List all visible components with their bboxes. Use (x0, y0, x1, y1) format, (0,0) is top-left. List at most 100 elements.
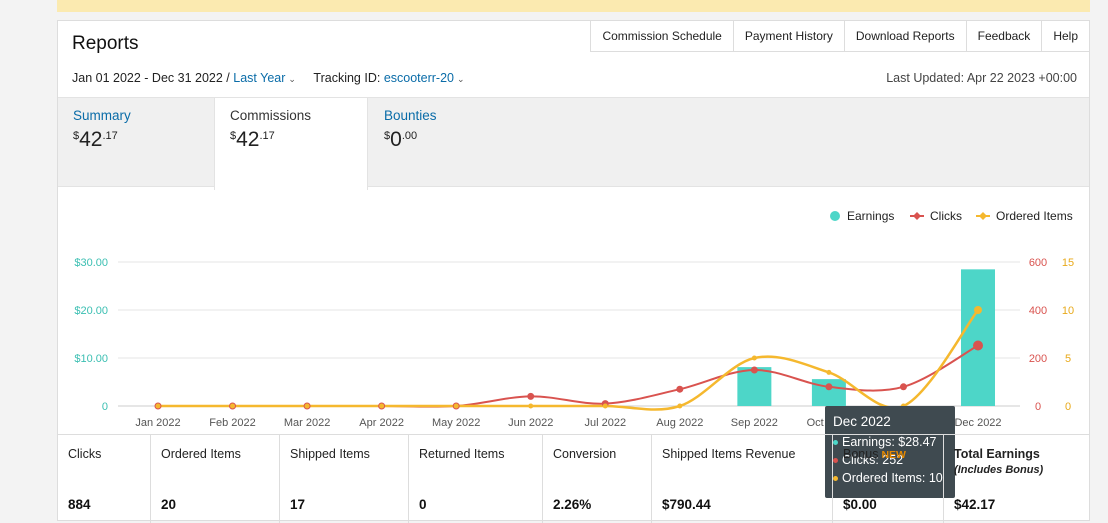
ordered-items-point (974, 306, 982, 314)
stat-ordered-items: Ordered Items 20 (151, 435, 280, 523)
earnings-bar (811, 379, 846, 406)
y-right-ordered-tick-label: 15 (1062, 257, 1074, 269)
stat-label: Clicks (68, 447, 102, 461)
y-right-clicks-tick-label: 600 (1029, 257, 1047, 269)
summary-tab-bounties[interactable]: Bounties $0.00 (369, 98, 524, 186)
clicks-point (676, 385, 684, 393)
y-right-clicks-tick-label: 0 (1035, 401, 1041, 413)
tab-feedback[interactable]: Feedback (966, 21, 1043, 52)
chart-legend[interactable]: Earnings Clicks Ordered Items (830, 209, 1073, 223)
y-left-tick-label: 0 (102, 401, 108, 413)
stat-returned-items: Returned Items 0 (409, 435, 543, 523)
clicks-point (973, 340, 983, 351)
x-tick-label: Feb 2022 (209, 417, 255, 429)
earnings-bar (737, 367, 772, 406)
stat-value: $790.44 (662, 497, 711, 512)
summary-tab-commissions[interactable]: Commissions $42.17 (214, 98, 368, 190)
tooltip-title: Dec 2022 (833, 414, 891, 429)
y-right-ordered-tick-label: 10 (1062, 305, 1074, 317)
tracking-id-dropdown[interactable]: escooterr-20 ⌄ (384, 71, 465, 85)
x-tick-label: Jun 2022 (508, 417, 553, 429)
page-title: Reports (72, 33, 139, 54)
tab-download-reports[interactable]: Download Reports (844, 21, 967, 52)
stat-value: 20 (161, 497, 177, 512)
tab-help[interactable]: Help (1042, 21, 1089, 52)
ordered-items-point (230, 403, 236, 409)
stat-label: Ordered Items (161, 447, 241, 461)
stat-label: Shipped Items Revenue (662, 447, 796, 461)
earnings-bars[interactable] (737, 269, 995, 406)
stat-conversion: Conversion 2.26% (543, 435, 652, 523)
stat-value: 884 (68, 497, 91, 512)
stat-bonus: Bonus NEW $0.00 (833, 435, 944, 523)
x-tick-label: May 2022 (432, 417, 480, 429)
stat-label: Conversion (553, 447, 617, 461)
tab-commission-schedule[interactable]: Commission Schedule (591, 21, 734, 52)
x-tick-label: Aug 2022 (656, 417, 703, 429)
commissions-label: Commissions (230, 108, 312, 123)
stat-value: 17 (290, 497, 306, 512)
stat-sublabel: (Includes Bonus) (954, 464, 1044, 476)
y-right-clicks-tick-label: 400 (1029, 305, 1047, 317)
clicks-point (825, 383, 833, 391)
series-points[interactable] (154, 306, 984, 410)
chevron-down-icon: ⌄ (288, 74, 296, 84)
tooltip-earnings: Earnings: $28.47 (833, 435, 947, 449)
active-tab-pointer (282, 187, 302, 197)
tracking-id-value: escooterr-20 (383, 71, 455, 85)
summary-label: Summary (73, 108, 131, 123)
report-tabs: Commission Schedule Payment History Down… (590, 21, 1089, 52)
y-right-ordered-tick-label: 0 (1065, 401, 1071, 413)
stat-value: 2.26% (553, 497, 592, 512)
summary-value: $42.17 (73, 128, 118, 151)
legend-clicks-label: Clicks (930, 209, 962, 223)
ordered-items-point (602, 403, 608, 409)
earnings-chart: Earnings Clicks Ordered Items 0 $10.00 $20… (58, 186, 1089, 498)
chart-tooltip: Dec 2022 Earnings: $28.47 Clicks: 252 Or… (825, 406, 955, 498)
stat-clicks: Clicks 884 (58, 435, 151, 523)
legend-earnings-marker (830, 211, 840, 221)
tab-payment-history[interactable]: Payment History (733, 21, 845, 52)
tooltip-ordered: Ordered Items: 10 (833, 471, 947, 485)
summary-tab-summary[interactable]: Summary $42.17 (58, 98, 213, 186)
legend-earnings-label: Earnings (847, 209, 894, 223)
tooltip-clicks-dot (833, 458, 838, 464)
x-tick-label: Mar 2022 (284, 417, 330, 429)
report-filters: Jan 01 2022 - Dec 31 2022 / Last Year ⌄ T… (72, 71, 465, 85)
clicks-point (899, 383, 907, 391)
bounties-label: Bounties (384, 108, 437, 123)
last-updated: Last Updated: Apr 22 2023 +00:00 (886, 71, 1077, 85)
y-left-tick-label: $20.00 (74, 305, 108, 317)
chart-axes: 0 $10.00 $20.00 $30.00 0 200 400 600 0 5 10 15 Jan 2… (74, 257, 1074, 429)
y-right-ordered-tick-label: 5 (1065, 353, 1071, 365)
series-lines[interactable] (158, 309, 979, 411)
x-tick-label: Sep 2022 (731, 417, 778, 429)
new-badge: NEW (881, 449, 906, 461)
chevron-down-icon: ⌄ (457, 74, 465, 84)
ordered-items-point (751, 355, 757, 361)
ordered-items-point (304, 403, 310, 409)
tooltip-earnings-dot (833, 440, 838, 446)
stat-label: Total Earnings (954, 447, 1040, 461)
tooltip-clicks: Clicks: 252 (833, 453, 947, 467)
clicks-point (750, 366, 758, 374)
chart-gridlines (118, 261, 1020, 407)
tracking-id-label: Tracking ID: (313, 71, 381, 85)
x-tick-label: Jan 2022 (135, 417, 180, 429)
legend-clicks-marker (913, 212, 921, 220)
stats-row: Clicks 884 Ordered Items 20 Shipped Item… (58, 434, 1089, 523)
legend-ordered-marker (979, 212, 987, 220)
ordered-items-point (528, 403, 534, 409)
commissions-value: $42.17 (230, 128, 275, 151)
ordered-items-line (158, 309, 979, 411)
y-left-tick-label: $30.00 (74, 257, 108, 269)
summary-tabs: Summary $42.17 Commissions $42.17 Bounti… (58, 97, 1089, 190)
y-right-clicks-tick-label: 200 (1029, 353, 1047, 365)
x-tick-label: Jul 2022 (584, 417, 626, 429)
period-dropdown[interactable]: Last Year ⌄ (233, 71, 296, 85)
earnings-bar (961, 269, 995, 406)
x-tick-label: Dec 2022 (954, 417, 1001, 429)
date-range: Jan 01 2022 - Dec 31 2022 / (72, 71, 230, 85)
clicks-point (527, 392, 535, 400)
stat-label: Shipped Items (290, 447, 370, 461)
